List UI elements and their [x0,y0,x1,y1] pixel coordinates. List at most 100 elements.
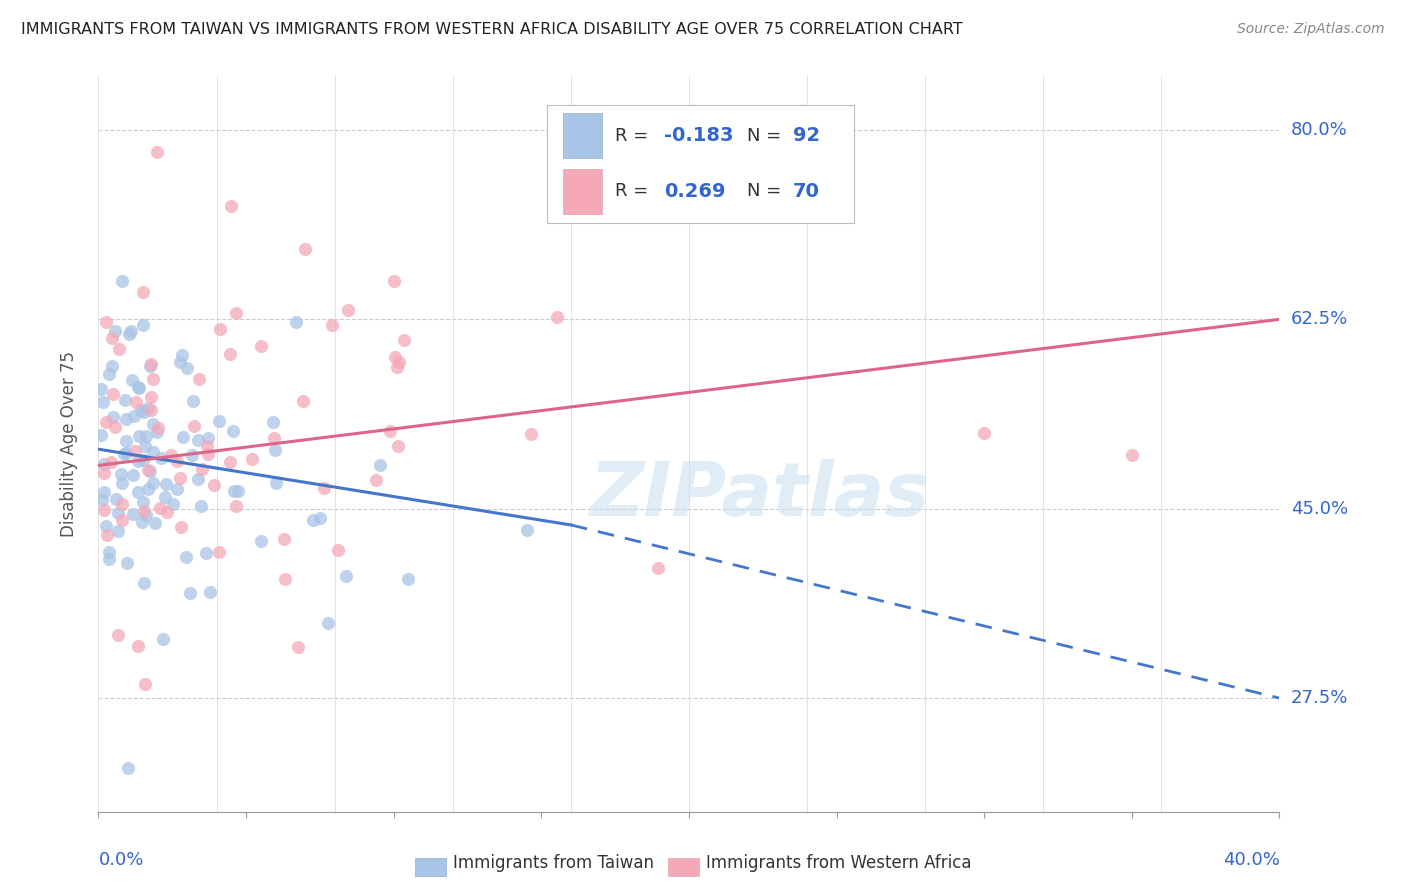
Point [142,444,165,458]
Point [274,572,297,586]
Point [101,331,124,345]
Text: 45.0%: 45.0% [1291,500,1348,517]
Point [139,464,162,478]
Text: IMMIGRANTS FROM TAIWAN VS IMMIGRANTS FROM WESTERN AFRICA DISABILITY AGE OVER 75 : IMMIGRANTS FROM TAIWAN VS IMMIGRANTS FRO… [21,22,963,37]
Point [108,342,131,356]
Point [94,519,117,533]
Point [136,483,159,497]
Point [110,497,132,511]
Point [91,492,114,507]
Point [156,505,179,519]
Point [132,504,155,518]
Point [208,322,231,336]
Point [90,428,112,442]
Point [176,361,198,376]
Point [291,394,314,409]
Point [181,394,204,409]
Point [127,454,149,468]
Point [98,545,121,559]
Point [134,575,156,590]
Point [136,463,159,477]
Point [398,572,420,586]
Point [134,677,156,691]
Point [162,498,184,512]
Point [219,455,242,469]
Text: 27.5%: 27.5% [1291,690,1348,707]
Point [262,415,284,429]
Point [170,520,193,534]
Point [111,476,134,491]
Point [224,483,246,498]
Point [222,424,245,438]
Point [516,524,538,538]
Point [107,524,129,539]
Point [114,445,136,459]
Point [114,392,136,407]
Point [132,285,155,300]
Point [131,515,153,529]
Point [117,556,139,570]
Point [135,429,157,443]
Point [93,484,115,499]
Point [197,431,219,445]
Point [112,447,135,461]
Point [105,492,128,507]
Point [316,616,339,631]
Point [195,546,218,560]
Point [169,471,191,485]
Point [176,550,198,565]
Point [219,347,242,361]
Point [155,477,177,491]
Point [128,429,150,443]
Text: 62.5%: 62.5% [1291,310,1348,328]
Point [647,561,669,575]
Point [146,145,169,159]
Point [121,373,143,387]
Text: 80.0%: 80.0% [1291,121,1347,139]
Point [127,639,149,653]
Point [385,360,408,375]
Text: Immigrants from Taiwan: Immigrants from Taiwan [453,855,654,872]
Point [312,481,335,495]
Point [321,318,343,332]
Point [264,443,287,458]
Point [110,467,132,481]
Point [392,333,415,347]
Point [90,382,112,396]
Point [198,585,221,599]
Text: Source: ZipAtlas.com: Source: ZipAtlas.com [1237,22,1385,37]
Point [94,315,117,329]
Point [546,310,568,325]
Point [328,543,350,558]
Point [240,451,263,466]
Point [97,552,120,566]
Point [179,585,201,599]
Point [187,433,209,447]
Text: 0.0%: 0.0% [98,851,143,869]
Y-axis label: Disability Age Over 75: Disability Age Over 75 [59,351,77,537]
Point [149,501,172,516]
Point [93,467,115,481]
Point [207,414,229,428]
Point [187,472,209,486]
Text: 40.0%: 40.0% [1223,851,1279,869]
Point [114,411,136,425]
Point [107,628,129,642]
Point [93,503,115,517]
Point [129,403,152,417]
Point [197,447,219,461]
Point [128,381,150,395]
Point [96,415,118,429]
Point [250,339,273,353]
Point [101,410,124,425]
Point [520,426,543,441]
Point [125,395,148,409]
Point [134,439,156,453]
Point [264,475,287,490]
Point [150,450,173,465]
Point [221,199,243,213]
Point [380,424,402,438]
Point [132,318,155,332]
Point [287,640,309,655]
Point [104,324,127,338]
